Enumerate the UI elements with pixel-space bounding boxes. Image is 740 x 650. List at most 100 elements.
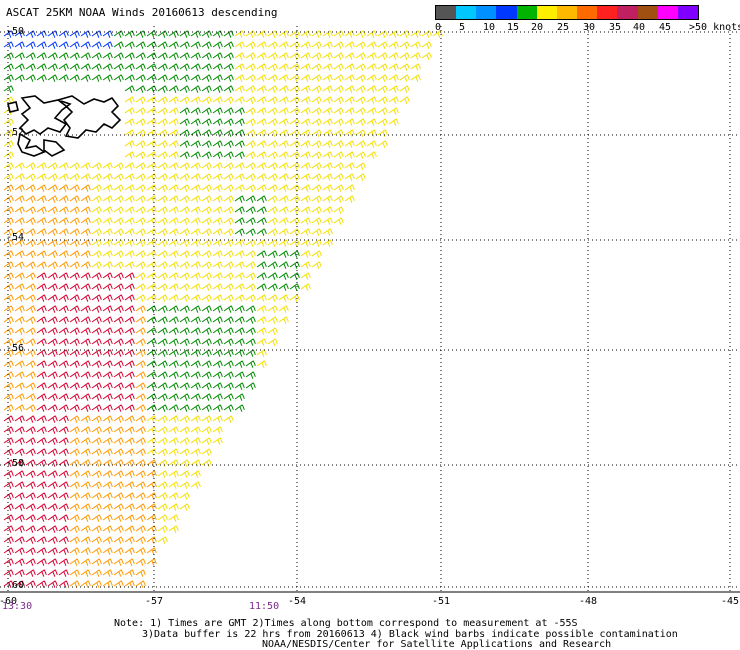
wind-barb (168, 74, 179, 82)
wind-barb (135, 195, 146, 203)
wind-barb (36, 250, 47, 258)
wind-barb (223, 272, 234, 280)
wind-barb (14, 536, 25, 544)
wind-barb (124, 195, 135, 203)
wind-barb (3, 349, 14, 357)
wind-barb (190, 30, 201, 38)
wind-barb (36, 294, 47, 302)
wind-barb (278, 173, 289, 181)
wind-barb (91, 52, 102, 60)
wind-barb (223, 349, 234, 357)
wind-barb (25, 217, 36, 225)
wind-barb (388, 63, 399, 71)
wind-barb (80, 283, 91, 291)
wind-barb (58, 514, 69, 522)
wind-barb (157, 250, 168, 258)
wind-barb (47, 316, 58, 324)
wind-barb (102, 327, 113, 335)
wind-barb (168, 228, 179, 236)
wind-barb (113, 349, 124, 357)
wind-barb (245, 327, 256, 335)
wind-barb (157, 316, 168, 324)
wind-barb (245, 140, 256, 148)
wind-barb (234, 404, 245, 412)
wind-barb (388, 41, 399, 49)
wind-barb (168, 173, 179, 181)
wind-barb (25, 250, 36, 258)
wind-barb (47, 338, 58, 346)
wind-barb (47, 162, 58, 170)
wind-barb (223, 184, 234, 192)
wind-barb (80, 437, 91, 445)
wind-barb (135, 536, 146, 544)
wind-barb (168, 404, 179, 412)
wind-barb (201, 140, 212, 148)
wind-barb (322, 52, 333, 60)
wind-barb (102, 41, 113, 49)
wind-barb (377, 85, 388, 93)
wind-barb (36, 41, 47, 49)
wind-barb (3, 492, 14, 500)
wind-barb (179, 151, 190, 159)
wind-barb (36, 272, 47, 280)
wind-barb (223, 283, 234, 291)
wind-barb (3, 525, 14, 533)
wind-barb (58, 195, 69, 203)
wind-barb (179, 426, 190, 434)
wind-barb (36, 349, 47, 357)
wind-barb (25, 470, 36, 478)
wind-barb (113, 63, 124, 71)
wind-barb (267, 272, 278, 280)
wind-barb (245, 162, 256, 170)
wind-barb (201, 338, 212, 346)
wind-barb (168, 360, 179, 368)
wind-barb (47, 173, 58, 181)
wind-barb (201, 371, 212, 379)
wind-barb (80, 371, 91, 379)
wind-barb (157, 349, 168, 357)
wind-barb (157, 74, 168, 82)
wind-barb (234, 272, 245, 280)
wind-barb (179, 129, 190, 137)
wind-barb (366, 151, 377, 159)
wind-barb (278, 41, 289, 49)
wind-barb (124, 217, 135, 225)
wind-barb (146, 426, 157, 434)
wind-barb (25, 503, 36, 511)
wind-barb (69, 547, 80, 555)
wind-barb (91, 569, 102, 577)
wind-barb (124, 107, 135, 115)
wind-barb (168, 525, 179, 533)
wind-barb (91, 580, 102, 588)
wind-barb (157, 415, 168, 423)
wind-barb (124, 536, 135, 544)
wind-barb (388, 96, 399, 104)
wind-barb (168, 514, 179, 522)
wind-barb (80, 228, 91, 236)
wind-barb (146, 283, 157, 291)
wind-barb (80, 52, 91, 60)
wind-barb (135, 481, 146, 489)
wind-barb (25, 74, 36, 82)
wind-barb (135, 547, 146, 555)
wind-barb (168, 371, 179, 379)
wind-barb (300, 239, 311, 247)
wind-barb (113, 371, 124, 379)
wind-barb (300, 283, 311, 291)
wind-barb (80, 393, 91, 401)
wind-barb (179, 228, 190, 236)
wind-barb (278, 52, 289, 60)
wind-barb (124, 459, 135, 467)
wind-barb (355, 52, 366, 60)
wind-barb (168, 140, 179, 148)
wind-barb (267, 250, 278, 258)
wind-barb (366, 85, 377, 93)
wind-barb (256, 250, 267, 258)
wind-barb (14, 316, 25, 324)
wind-barb (234, 371, 245, 379)
wind-barb (366, 41, 377, 49)
wind-barb (289, 272, 300, 280)
legend-label: >50 knots (689, 22, 740, 33)
wind-barb (267, 316, 278, 324)
wind-barb (201, 393, 212, 401)
